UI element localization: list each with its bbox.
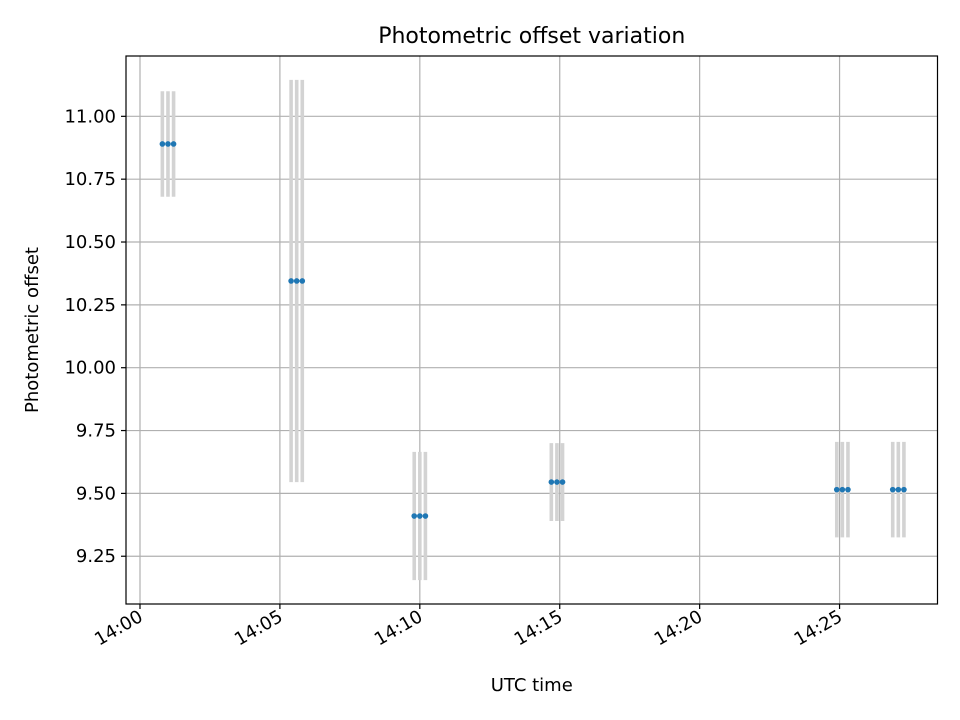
y-tick-label: 10.75 bbox=[64, 169, 116, 190]
y-tick-label: 9.50 bbox=[76, 483, 116, 504]
data-point bbox=[559, 479, 566, 485]
y-tick-label: 10.50 bbox=[64, 232, 116, 253]
y-tick-label: 9.25 bbox=[76, 546, 116, 567]
data-point bbox=[548, 479, 555, 485]
y-tick-label: 9.75 bbox=[76, 421, 116, 442]
data-point bbox=[833, 486, 840, 493]
data-point bbox=[417, 513, 423, 519]
data-point bbox=[299, 278, 306, 284]
data-point bbox=[889, 486, 896, 493]
data-points bbox=[159, 141, 907, 519]
x-axis-label: UTC time bbox=[491, 675, 573, 696]
data-point bbox=[170, 141, 177, 147]
data-point bbox=[839, 486, 846, 493]
data-point bbox=[901, 486, 907, 493]
data-point bbox=[895, 486, 902, 493]
grid-lines bbox=[126, 56, 938, 604]
data-point bbox=[554, 479, 560, 485]
y-axis-ticks: 9.25 9.50 9.75 10.00 10.25 10.50 10.75 11.00 bbox=[64, 106, 126, 567]
data-point bbox=[422, 513, 429, 519]
y-tick-label: 11.00 bbox=[64, 106, 116, 127]
y-tick-label: 10.25 bbox=[64, 295, 116, 316]
data-point bbox=[288, 278, 294, 284]
chart-title: Photometric offset variation bbox=[378, 24, 685, 49]
y-axis-label: Photometric offset bbox=[22, 247, 43, 413]
plot-frame bbox=[125, 55, 939, 605]
data-point bbox=[411, 513, 418, 519]
data-point bbox=[165, 141, 171, 147]
data-point bbox=[159, 141, 166, 147]
data-point bbox=[845, 486, 851, 493]
y-tick-label: 10.00 bbox=[64, 358, 116, 379]
data-point bbox=[293, 278, 300, 284]
